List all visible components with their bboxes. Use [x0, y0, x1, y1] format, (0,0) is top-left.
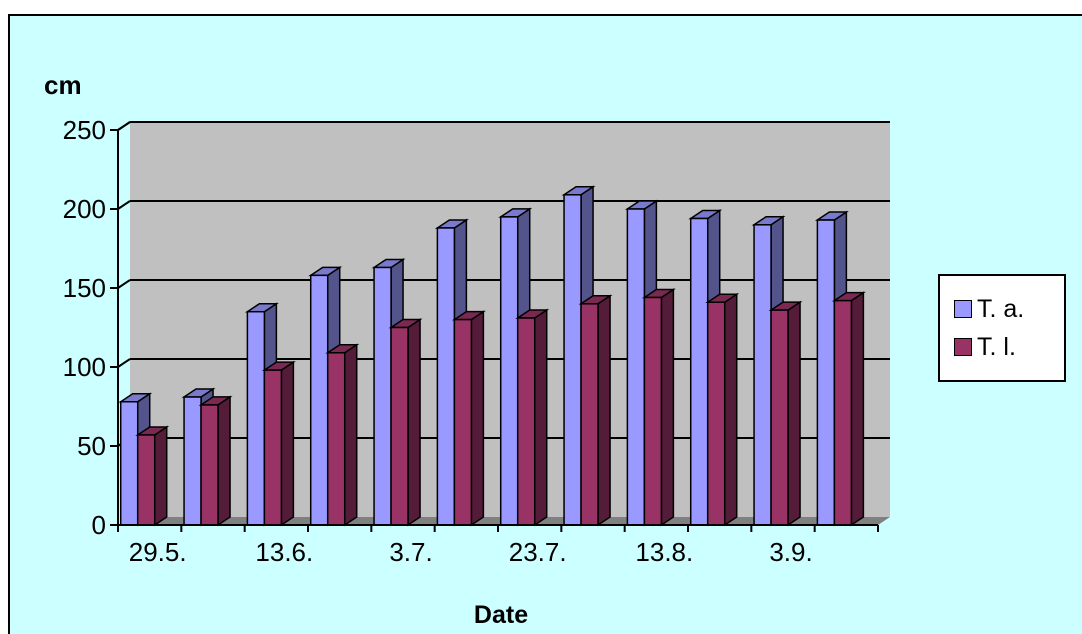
gridline-depth: [117, 279, 131, 289]
bar-front: [689, 217, 709, 526]
bar-side: [660, 288, 675, 527]
bar-side: [280, 360, 295, 527]
bar-front: [246, 310, 266, 526]
legend-label-tl: T. l.: [977, 332, 1016, 361]
x-tick-label: 23.7.: [509, 537, 567, 567]
bar-front: [119, 401, 139, 526]
bar-front: [580, 303, 599, 526]
bar-side: [723, 292, 738, 527]
bar-side: [597, 294, 611, 527]
bar-tl: [831, 291, 866, 527]
bar-front: [626, 208, 646, 526]
y-tick-label: 0: [92, 510, 106, 540]
y-axis-label: cm: [44, 70, 82, 100]
y-tick-label: 150: [63, 273, 106, 303]
bar-front: [390, 326, 409, 526]
bar-front: [770, 309, 789, 526]
bar-side: [153, 425, 168, 527]
bar-front: [706, 301, 726, 526]
y-tick-label: 250: [63, 115, 106, 145]
x-tick-label: 29.5.: [129, 537, 187, 567]
x-tick-label: 13.6.: [255, 537, 313, 567]
bar-side: [787, 300, 801, 527]
bar-tl: [198, 395, 233, 527]
bar-tl: [641, 288, 676, 527]
bar-front: [326, 352, 346, 526]
x-tick-label: 3.7.: [389, 537, 432, 567]
bar-front: [309, 274, 329, 526]
legend-item-ta: T. a.: [954, 294, 1024, 324]
x-tick-label: 3.9.: [769, 537, 812, 567]
bar-tl: [515, 308, 550, 527]
bar-front: [563, 194, 582, 526]
bar-front: [833, 299, 853, 526]
legend-swatch-tl: [954, 338, 972, 356]
bar-front: [753, 224, 772, 526]
bar-front: [136, 434, 156, 526]
bar-front: [499, 216, 519, 526]
bar-front: [436, 227, 456, 526]
legend-item-tl: T. l.: [954, 332, 1016, 362]
bar-front: [183, 396, 202, 526]
y-tick-label: 200: [63, 194, 106, 224]
bar-side: [470, 310, 485, 527]
bar-front: [373, 266, 392, 526]
bar-chart: 0 50 100 150 200 250 29.5. 13.6. 3.7. 23.7. 13.8. 3…: [44, 70, 890, 629]
bar-side: [533, 308, 548, 527]
bar-tl: [578, 294, 613, 527]
bar-front: [643, 296, 663, 526]
bar-tl: [261, 360, 296, 527]
bar-side: [343, 343, 358, 527]
gridline-depth: [117, 358, 131, 368]
bar-side: [850, 291, 865, 527]
bar-front: [816, 219, 836, 526]
x-axis-label: Date: [474, 601, 528, 629]
bar-front: [263, 369, 283, 526]
bar-front: [516, 317, 536, 526]
bar-front: [453, 318, 473, 526]
bar-side: [407, 318, 421, 527]
bar-tl: [451, 310, 486, 527]
bar-front: [200, 404, 219, 526]
bar-tl: [135, 425, 170, 527]
gridline-depth: [117, 200, 131, 210]
bar-tl: [388, 318, 423, 527]
bar-side: [217, 395, 231, 527]
legend-label-ta: T. a.: [977, 294, 1025, 323]
bar-tl: [325, 343, 360, 527]
y-tick-label: 50: [77, 431, 106, 461]
y-tick-label: 100: [63, 352, 106, 382]
legend: T. a. T. l.: [938, 274, 1066, 382]
legend-swatch-ta: [954, 300, 972, 318]
axis-top-depth: [117, 121, 131, 131]
x-tick-label: 13.8.: [635, 537, 693, 567]
chart-area: 0 50 100 150 200 250 29.5. 13.6. 3.7. 23.7. 13.8. 3…: [8, 14, 1082, 634]
bar-tl: [768, 300, 803, 527]
bar-tl: [705, 292, 740, 527]
